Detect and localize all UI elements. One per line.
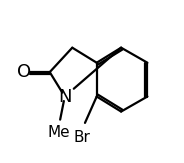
Text: Me: Me [48,125,70,140]
Text: O: O [17,63,31,81]
Text: Br: Br [73,130,90,145]
Text: N: N [58,88,72,105]
